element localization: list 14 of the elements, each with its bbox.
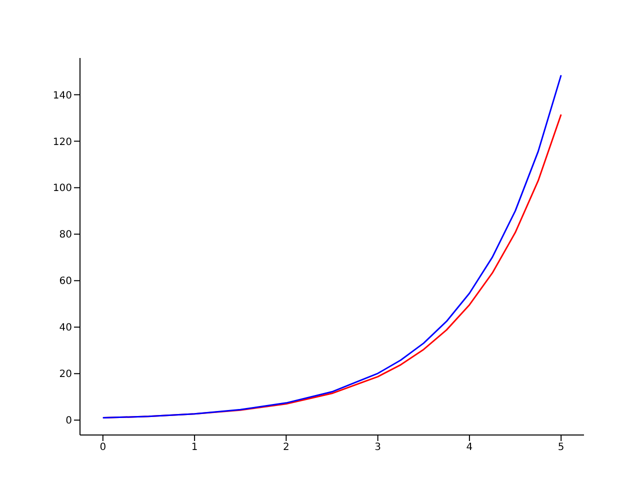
y-tick-label: 140 [52,90,72,102]
x-tick-label: 1 [191,442,198,454]
x-tick-label: 3 [374,442,382,454]
x-tick-label: 4 [466,442,473,454]
y-tick-label: 60 [59,276,72,288]
x-tick-label: 0 [100,442,106,454]
y-tick-label: 120 [52,136,72,148]
y-tick-label: 80 [59,230,72,241]
x-tick-label: 2 [282,442,290,454]
y-tick-label: 100 [52,183,72,194]
y-tick-label: 40 [59,322,72,334]
y-tick-label: 0 [66,416,72,427]
x-tick-label: 5 [558,442,564,454]
y-tick-label: 20 [59,369,72,380]
